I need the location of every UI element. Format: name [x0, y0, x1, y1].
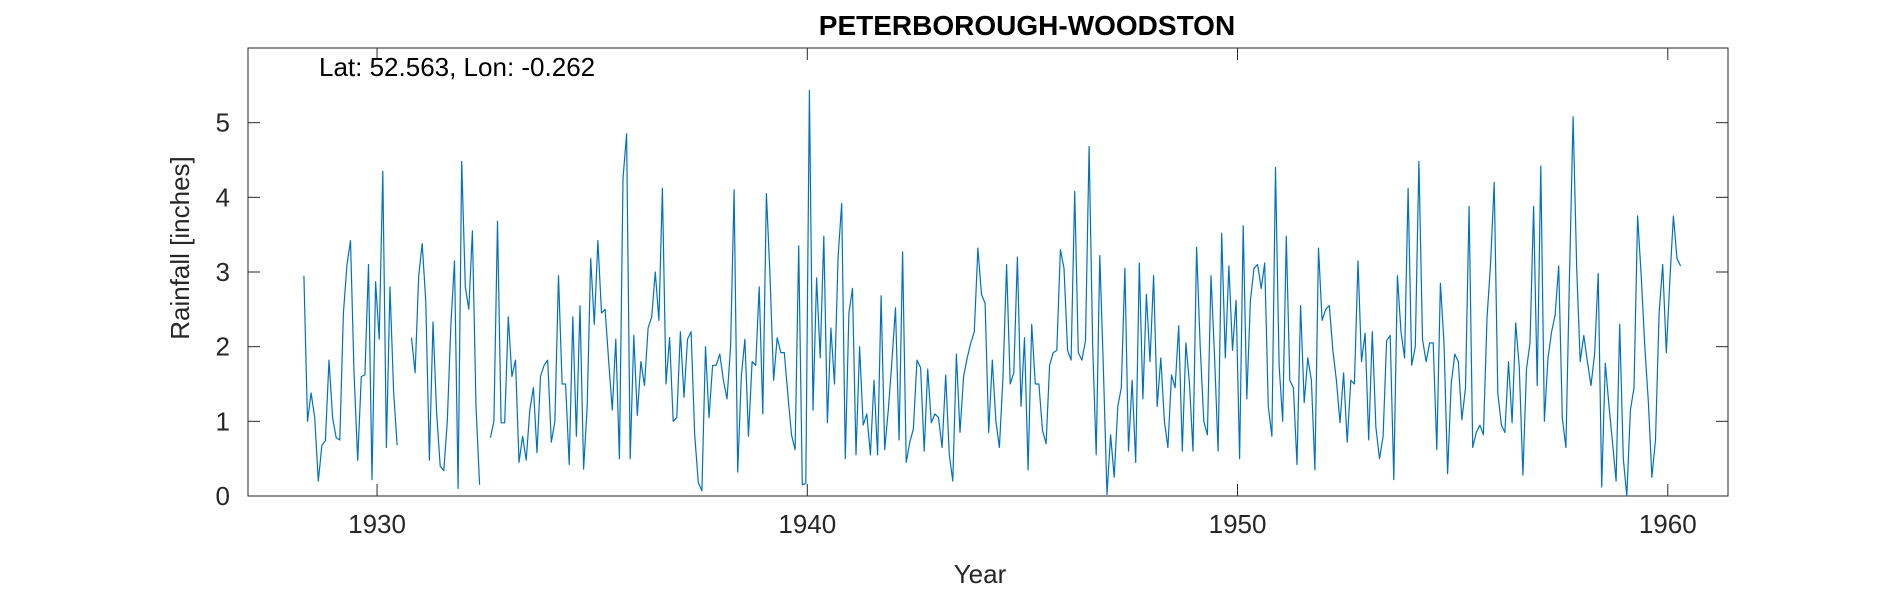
y-tick-label: 2 — [216, 332, 230, 362]
chart-title: PETERBOROUGH-WOODSTON — [819, 10, 1235, 41]
x-tick-label: 1930 — [348, 509, 406, 539]
y-tick-label: 1 — [216, 406, 230, 436]
rainfall-series-segment — [410, 160, 481, 490]
y-tick-label: 4 — [216, 182, 230, 212]
ticks: 1930 1940 1950 1960 0 1 2 3 4 5 — [216, 48, 1728, 539]
x-tick-label: 1950 — [1209, 509, 1267, 539]
rainfall-series-segment — [489, 89, 1682, 497]
location-annotation: Lat: 52.563, Lon: -0.262 — [319, 52, 595, 82]
y-tick-label: 5 — [216, 108, 230, 138]
x-tick-label: 1960 — [1639, 509, 1697, 539]
y-tick-label: 3 — [216, 257, 230, 287]
y-axis-label: Rainfall [inches] — [165, 156, 195, 340]
rainfall-series-line — [303, 170, 398, 482]
x-tick-label: 1940 — [778, 509, 836, 539]
y-tick-label: 0 — [216, 481, 230, 511]
x-axis-label: Year — [954, 559, 1007, 589]
